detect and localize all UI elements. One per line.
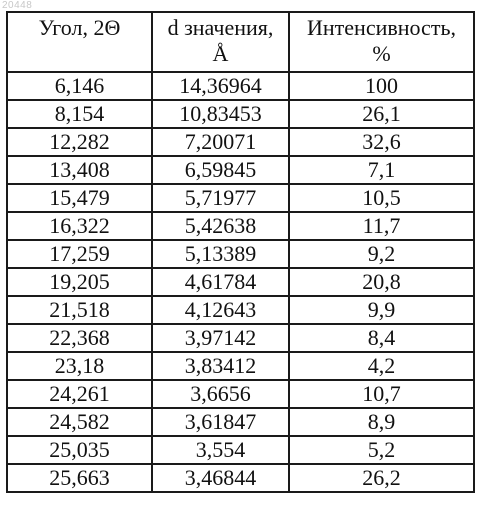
cell-angle: 6,146	[6, 71, 153, 101]
table-row: 24,582 3,61847 8,9	[6, 407, 475, 437]
cell-d-spacing: 4,12643	[151, 295, 290, 325]
table-row: 16,322 5,42638 11,7	[6, 211, 475, 241]
header-intensity-label: Интенсивность,	[307, 15, 456, 40]
cell-d-spacing: 4,61784	[151, 267, 290, 297]
table-row: 23,18 3,83412 4,2	[6, 351, 475, 381]
cell-d-spacing: 3,554	[151, 435, 290, 465]
cell-intensity: 100	[288, 71, 475, 101]
cell-angle: 16,322	[6, 211, 153, 241]
cell-intensity: 26,2	[288, 463, 475, 493]
cell-angle: 17,259	[6, 239, 153, 269]
header-d-spacing: d значения, Å	[151, 11, 290, 73]
cell-angle: 21,518	[6, 295, 153, 325]
cell-angle: 25,035	[6, 435, 153, 465]
table-row: 25,663 3,46844 26,2	[6, 463, 475, 493]
cell-angle: 8,154	[6, 99, 153, 129]
cell-d-spacing: 3,61847	[151, 407, 290, 437]
table-row: 25,035 3,554 5,2	[6, 435, 475, 465]
table-row: 22,368 3,97142 8,4	[6, 323, 475, 353]
cell-intensity: 8,4	[288, 323, 475, 353]
cell-angle: 23,18	[6, 351, 153, 381]
cell-intensity: 9,2	[288, 239, 475, 269]
header-intensity-unit: %	[372, 41, 391, 66]
cell-d-spacing: 5,42638	[151, 211, 290, 241]
table-row: 19,205 4,61784 20,8	[6, 267, 475, 297]
cell-angle: 15,479	[6, 183, 153, 213]
header-intensity: Интенсивность, %	[288, 11, 475, 73]
table-row: 12,282 7,20071 32,6	[6, 127, 475, 157]
cell-intensity: 10,7	[288, 379, 475, 409]
table-row: 21,518 4,12643 9,9	[6, 295, 475, 325]
table-row: 8,154 10,83453 26,1	[6, 99, 475, 129]
cell-intensity: 5,2	[288, 435, 475, 465]
table-row: 24,261 3,6656 10,7	[6, 379, 475, 409]
table-row: 13,408 6,59845 7,1	[6, 155, 475, 185]
cell-intensity: 32,6	[288, 127, 475, 157]
cell-intensity: 20,8	[288, 267, 475, 297]
cell-intensity: 26,1	[288, 99, 475, 129]
cell-angle: 25,663	[6, 463, 153, 493]
cell-intensity: 10,5	[288, 183, 475, 213]
header-angle-label: Угол, 2Θ	[38, 15, 121, 40]
table-body: 6,146 14,36964 100 8,154 10,83453 26,1 1…	[6, 71, 475, 493]
cell-intensity: 9,9	[288, 295, 475, 325]
cell-d-spacing: 3,46844	[151, 463, 290, 493]
cell-d-spacing: 3,97142	[151, 323, 290, 353]
table-row: 15,479 5,71977 10,5	[6, 183, 475, 213]
cell-intensity: 7,1	[288, 155, 475, 185]
cell-d-spacing: 5,13389	[151, 239, 290, 269]
cell-d-spacing: 3,83412	[151, 351, 290, 381]
header-d-spacing-unit: Å	[212, 41, 229, 66]
cell-d-spacing: 10,83453	[151, 99, 290, 129]
cell-intensity: 8,9	[288, 407, 475, 437]
xrd-peak-table: Угол, 2Θ d значения, Å Интенсивность, % …	[6, 11, 475, 493]
cell-d-spacing: 3,6656	[151, 379, 290, 409]
cell-angle: 22,368	[6, 323, 153, 353]
cell-d-spacing: 7,20071	[151, 127, 290, 157]
cell-d-spacing: 14,36964	[151, 71, 290, 101]
table-header-row: Угол, 2Θ d значения, Å Интенсивность, %	[6, 11, 475, 73]
cell-angle: 24,261	[6, 379, 153, 409]
cell-d-spacing: 5,71977	[151, 183, 290, 213]
header-angle: Угол, 2Θ	[6, 11, 153, 73]
cell-angle: 13,408	[6, 155, 153, 185]
table-row: 17,259 5,13389 9,2	[6, 239, 475, 269]
cell-intensity: 11,7	[288, 211, 475, 241]
cell-angle: 19,205	[6, 267, 153, 297]
cell-angle: 12,282	[6, 127, 153, 157]
cell-d-spacing: 6,59845	[151, 155, 290, 185]
header-d-spacing-label: d значения,	[167, 15, 274, 40]
cell-intensity: 4,2	[288, 351, 475, 381]
cell-angle: 24,582	[6, 407, 153, 437]
table-row: 6,146 14,36964 100	[6, 71, 475, 101]
watermark-text: 20448	[2, 0, 33, 11]
